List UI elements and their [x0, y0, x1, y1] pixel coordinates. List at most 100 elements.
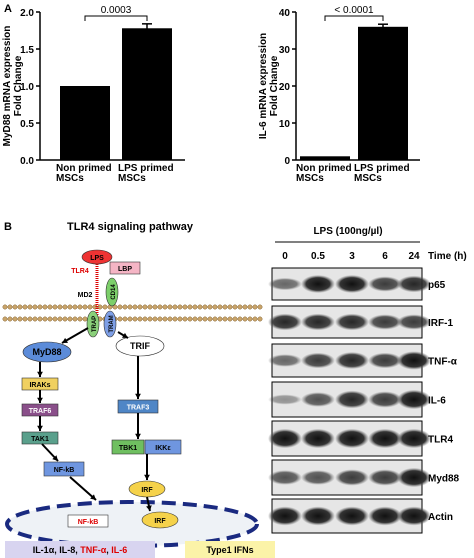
blot-band [301, 313, 335, 331]
node-label: IRAKs [29, 382, 50, 389]
membrane [87, 304, 93, 310]
blot-band [368, 314, 402, 330]
blot-band [301, 428, 335, 449]
x-tick-label: LPS primed MSCs [118, 163, 174, 184]
blot-band [268, 470, 302, 485]
output-part: TNF-α [80, 545, 106, 555]
membrane [117, 316, 123, 322]
node-shape [103, 310, 117, 338]
membrane [42, 316, 48, 322]
node-shape [105, 277, 119, 307]
blot-band [368, 352, 402, 369]
membrane [82, 304, 88, 310]
output-part: , [106, 545, 111, 555]
membrane [32, 316, 38, 322]
membrane [27, 316, 33, 322]
membrane [247, 304, 253, 310]
membrane [77, 304, 83, 310]
membrane [147, 316, 153, 322]
bar [358, 26, 408, 160]
membrane [72, 304, 78, 310]
membrane [7, 316, 13, 322]
node-label: TAK1 [31, 436, 49, 443]
membrane [217, 304, 223, 310]
arrow [69, 476, 97, 501]
arrow-head [135, 393, 141, 399]
membrane [252, 304, 258, 310]
y-tick-label: 1.0 [20, 82, 34, 93]
membrane [117, 304, 123, 310]
membrane [57, 304, 63, 310]
membrane [257, 304, 263, 310]
membrane [237, 304, 243, 310]
membrane [132, 304, 138, 310]
membrane [122, 316, 128, 322]
membrane [57, 316, 63, 322]
row-label: Actin [428, 512, 453, 523]
output-box [5, 541, 155, 558]
row-label: IL-6 [428, 396, 446, 407]
arrow-head [122, 332, 128, 338]
membrane [187, 304, 193, 310]
blot-band [301, 392, 335, 407]
y-axis-label: MyD88 mRNA expression [2, 26, 13, 147]
node-label: LPS [90, 255, 104, 262]
time-label: 0 [282, 251, 288, 262]
blot-band [335, 469, 369, 486]
membrane [67, 316, 73, 322]
membrane [247, 316, 253, 322]
output-part: IL-1α, IL-8, [33, 545, 81, 555]
blot-band [335, 390, 369, 409]
membrane [157, 304, 163, 310]
treatment-label: LPS (100ng/µl) [313, 226, 382, 237]
membrane [17, 304, 23, 310]
membrane [242, 304, 248, 310]
node-shape [86, 310, 100, 338]
arrow-head [90, 494, 96, 500]
row-label: TNF-α [428, 357, 458, 368]
membrane [222, 304, 228, 310]
blot-band [335, 506, 369, 526]
node-label: MyD88 [32, 347, 61, 357]
row-label: Myd88 [428, 474, 460, 485]
arrow-head [37, 397, 43, 403]
significance-bracket [84, 15, 148, 21]
node-shape [111, 439, 145, 455]
y-tick-label: 0.5 [20, 119, 34, 130]
node-label: NF-kB [54, 467, 75, 474]
membrane [142, 316, 148, 322]
y-tick-label: 0 [284, 156, 290, 167]
node-shape [115, 335, 165, 357]
panel-label: A [4, 3, 12, 15]
row-label: TLR4 [428, 435, 453, 446]
arrow-head [144, 474, 150, 480]
node-label: TRIF [130, 341, 150, 351]
node-label: IRF [141, 487, 153, 494]
membrane [227, 304, 233, 310]
blot-band [301, 274, 335, 294]
blot-band [268, 506, 302, 526]
membrane [232, 304, 238, 310]
arrow-head [37, 371, 43, 377]
membrane [112, 304, 118, 310]
membrane [32, 304, 38, 310]
blot-band [335, 313, 369, 331]
membrane [242, 316, 248, 322]
node-shape [81, 249, 113, 265]
membrane [132, 316, 138, 322]
membrane [252, 316, 258, 322]
membrane [127, 304, 133, 310]
panel-label: B [4, 221, 12, 233]
diagram-title: TLR4 signaling pathway [67, 221, 194, 233]
membrane [27, 304, 33, 310]
membrane [12, 316, 18, 322]
membrane [22, 304, 28, 310]
membrane [222, 316, 228, 322]
blot-band [397, 351, 431, 370]
y-tick-label: 30 [279, 45, 291, 56]
y-axis-label: Fold Change [13, 55, 24, 116]
membrane [192, 316, 198, 322]
membrane [177, 316, 183, 322]
